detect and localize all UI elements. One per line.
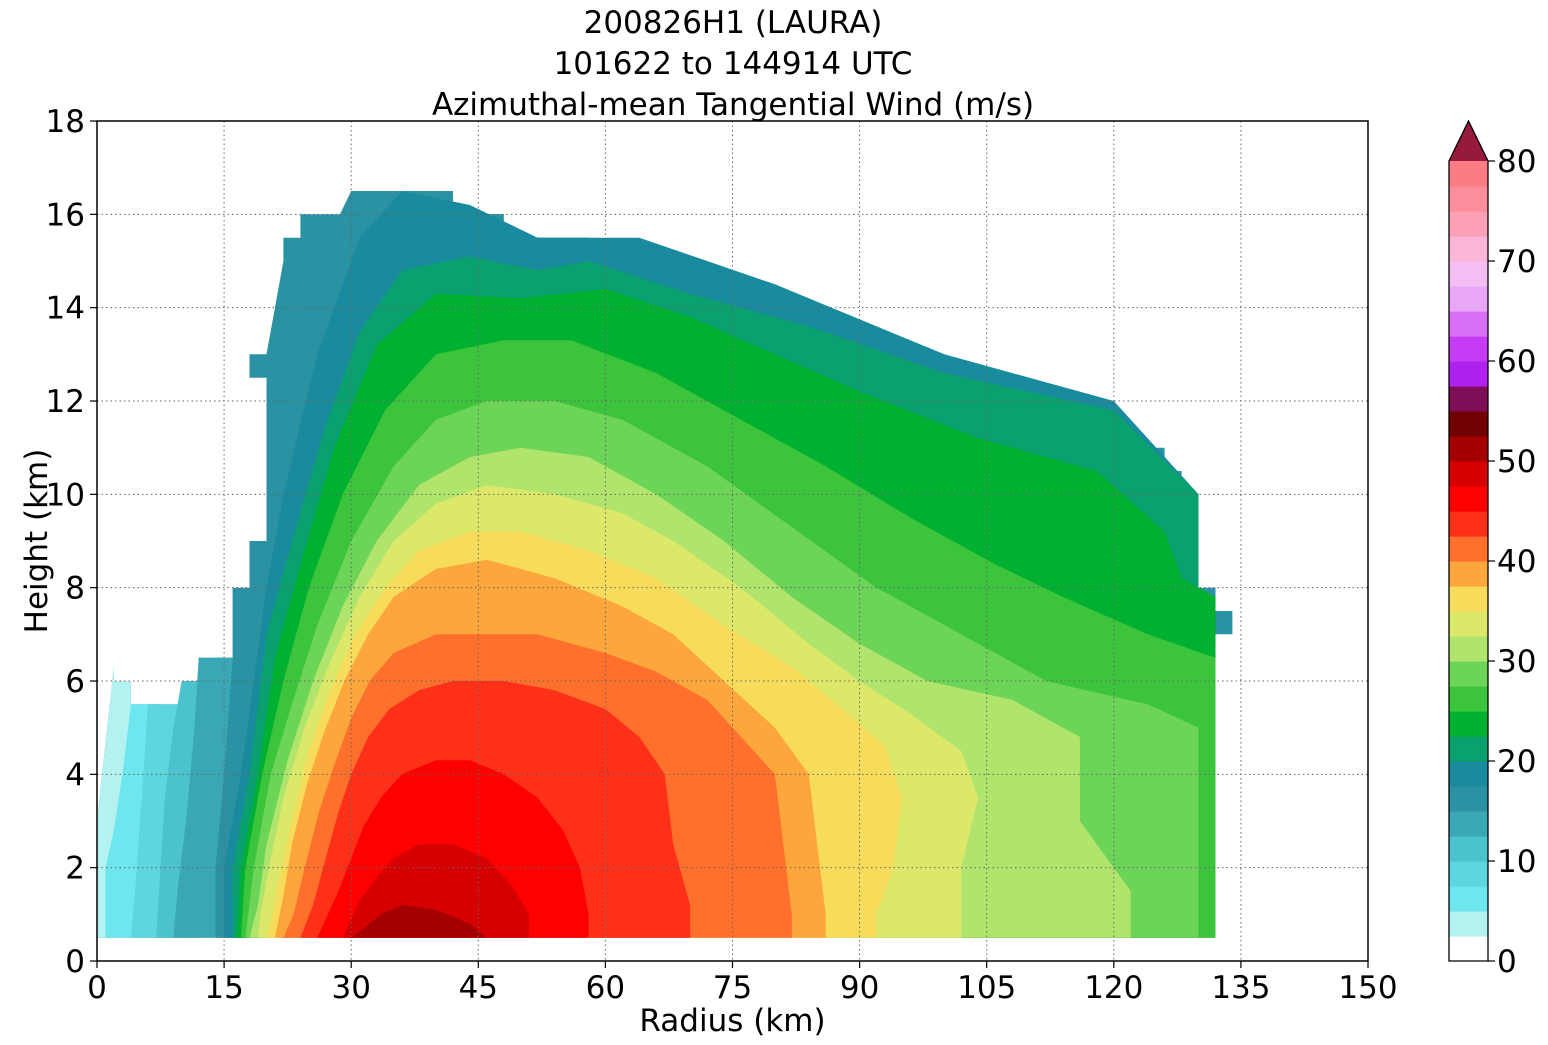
y-tick-label: 0 bbox=[65, 944, 85, 980]
x-tick-label: 45 bbox=[459, 970, 498, 1006]
x-tick-label: 135 bbox=[1211, 970, 1270, 1006]
colorbar-segment bbox=[1449, 761, 1488, 787]
colorbar-segment bbox=[1449, 686, 1488, 712]
colorbar-segment bbox=[1449, 861, 1488, 887]
x-tick-label: 90 bbox=[840, 970, 879, 1006]
x-tick-label: 15 bbox=[204, 970, 243, 1006]
colorbar-segment bbox=[1449, 911, 1488, 937]
colorbar-segment bbox=[1449, 336, 1488, 362]
colorbar-tick-label: 80 bbox=[1497, 144, 1536, 180]
x-tick-label: 75 bbox=[713, 970, 752, 1006]
colorbar-segment bbox=[1449, 286, 1488, 312]
colorbar-segment bbox=[1449, 936, 1488, 962]
x-tick-label: 105 bbox=[957, 970, 1016, 1006]
colorbar-segment bbox=[1449, 736, 1488, 762]
x-tick-label: 60 bbox=[586, 970, 625, 1006]
x-axis-label: Radius (km) bbox=[639, 1003, 825, 1039]
colorbar-segment bbox=[1449, 261, 1488, 287]
colorbar-tick-label: 20 bbox=[1497, 744, 1536, 780]
colorbar-segment bbox=[1449, 186, 1488, 212]
y-tick-label: 18 bbox=[46, 104, 85, 140]
colorbar-segment bbox=[1449, 361, 1488, 387]
colorbar-segment bbox=[1449, 536, 1488, 562]
colorbar-segment bbox=[1449, 711, 1488, 737]
chart-title-line-1: 200826H1 (LAURA) bbox=[584, 5, 883, 41]
y-tick-label: 14 bbox=[46, 291, 85, 327]
y-tick-label: 8 bbox=[65, 571, 85, 607]
colorbar-segment bbox=[1449, 236, 1488, 262]
colorbar-tick-label: 10 bbox=[1497, 844, 1536, 880]
colorbar-segment bbox=[1449, 511, 1488, 537]
colorbar-extend-arrow bbox=[1449, 121, 1488, 161]
chart-title-line-2: 101622 to 144914 UTC bbox=[554, 46, 913, 82]
colorbar-outline bbox=[1448, 119, 1489, 962]
colorbar-segment bbox=[1449, 586, 1488, 612]
colorbar-segment bbox=[1449, 886, 1488, 912]
x-tick-label: 0 bbox=[87, 970, 107, 1006]
y-tick-label: 10 bbox=[46, 477, 85, 513]
colorbar-segment bbox=[1449, 786, 1488, 812]
colorbar-segment bbox=[1449, 161, 1488, 187]
colorbar-segment bbox=[1449, 661, 1488, 687]
colorbar-tick-label: 0 bbox=[1497, 944, 1517, 980]
colorbar-segment bbox=[1449, 386, 1488, 412]
colorbar-tick-label: 70 bbox=[1497, 244, 1536, 280]
colorbar-segment bbox=[1449, 461, 1488, 487]
x-tick-label: 120 bbox=[1084, 970, 1143, 1006]
colorbar-tick-label: 40 bbox=[1497, 544, 1536, 580]
contour-band-50 bbox=[351, 905, 487, 938]
y-tick-label: 12 bbox=[46, 384, 85, 420]
colorbar-segment bbox=[1449, 561, 1488, 587]
y-axis-label: Height (km) bbox=[19, 449, 55, 634]
x-tick-label: 150 bbox=[1338, 970, 1397, 1006]
colorbar-segment bbox=[1449, 311, 1488, 337]
y-tick-label: 16 bbox=[46, 197, 85, 233]
colorbar-segment bbox=[1449, 411, 1488, 437]
y-tick-label: 4 bbox=[65, 757, 85, 793]
y-tick-label: 6 bbox=[65, 664, 85, 700]
colorbar-segment bbox=[1449, 486, 1488, 512]
colorbar-segment bbox=[1449, 636, 1488, 662]
colorbar-tick-label: 30 bbox=[1497, 644, 1536, 680]
colorbar-segment bbox=[1449, 811, 1488, 837]
colorbar-segment bbox=[1449, 611, 1488, 637]
colorbar-tick-label: 60 bbox=[1497, 344, 1536, 380]
colorbar-tick-label: 50 bbox=[1497, 444, 1536, 480]
colorbar-segment bbox=[1449, 436, 1488, 462]
chart-title-line-3: Azimuthal-mean Tangential Wind (m/s) bbox=[432, 87, 1034, 123]
y-tick-label: 2 bbox=[65, 851, 85, 887]
colorbar-segment bbox=[1449, 836, 1488, 862]
colorbar-segment bbox=[1449, 211, 1488, 237]
x-tick-label: 30 bbox=[331, 970, 370, 1006]
